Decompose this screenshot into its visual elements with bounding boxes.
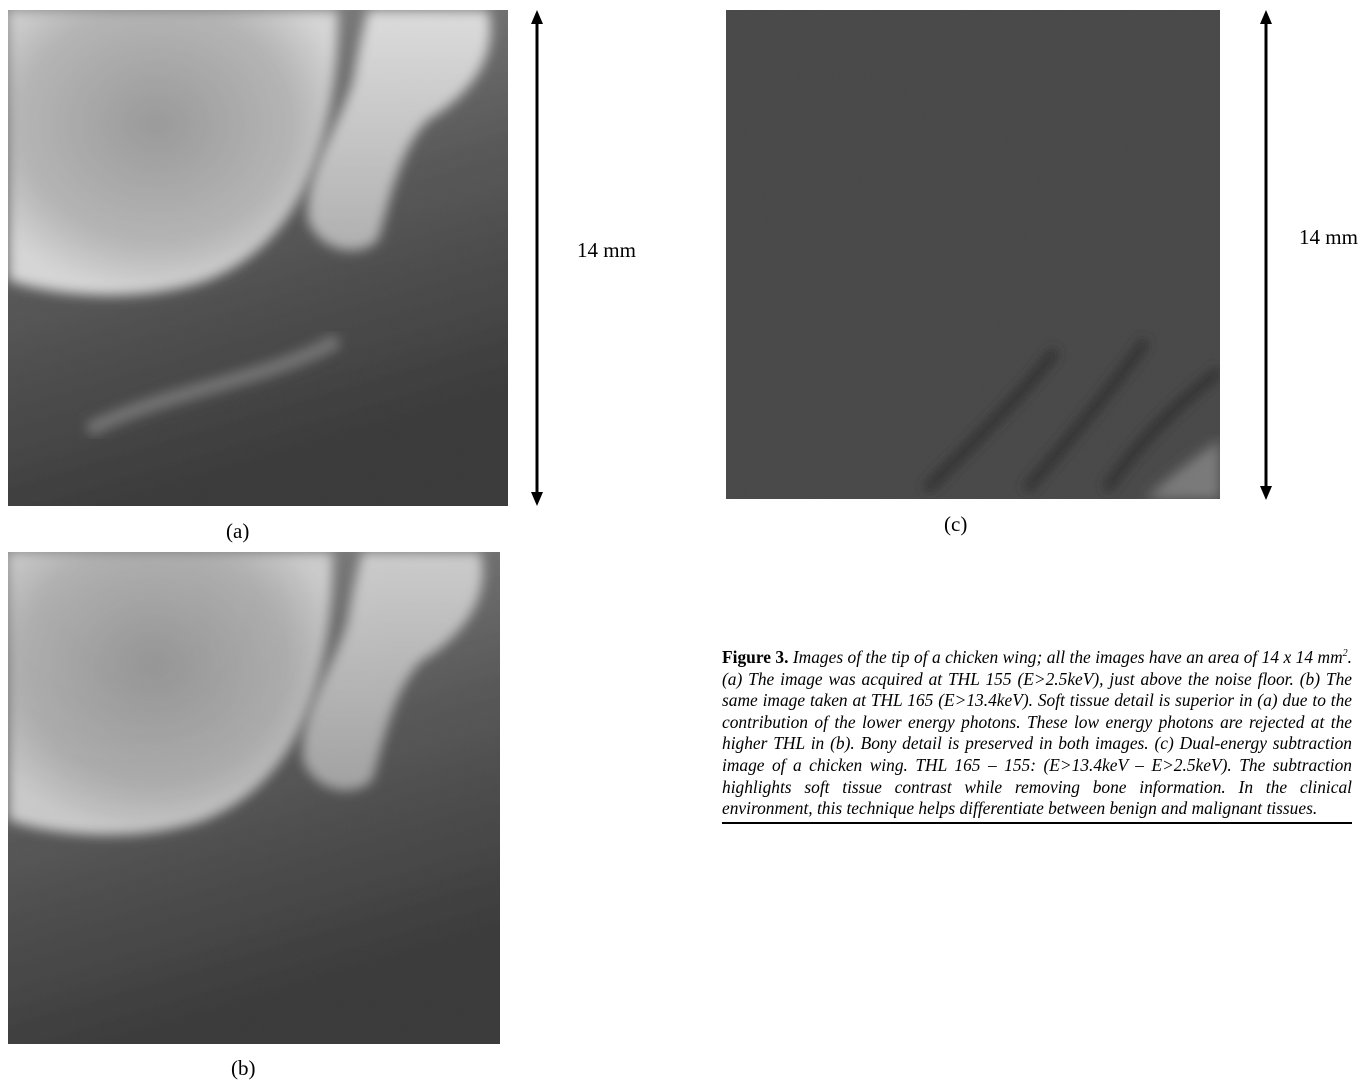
xray-image-b [8,552,500,1044]
page: 14 mm (a) (b) 14 mm (c) Figure 3. Images… [0,0,1368,1081]
scale-arrow [1256,8,1276,502]
caption-title: Figure 3. [722,647,788,667]
panel-label: (a) [226,519,249,544]
figure-caption: Figure 3. Images of the tip of a chicken… [722,647,1352,824]
xray-image-a [8,10,508,506]
panel-label: (b) [231,1056,256,1081]
scale-arrow [527,8,547,508]
panel-label: (c) [944,512,967,537]
caption-text: Images of the tip of a chicken wing; all… [788,647,1342,667]
scale-label: 14 mm [577,238,636,263]
scale-label: 14 mm [1299,225,1358,250]
xray-image-c [726,10,1220,499]
caption-text: . (a) The image was acquired at THL 155 … [722,647,1352,818]
